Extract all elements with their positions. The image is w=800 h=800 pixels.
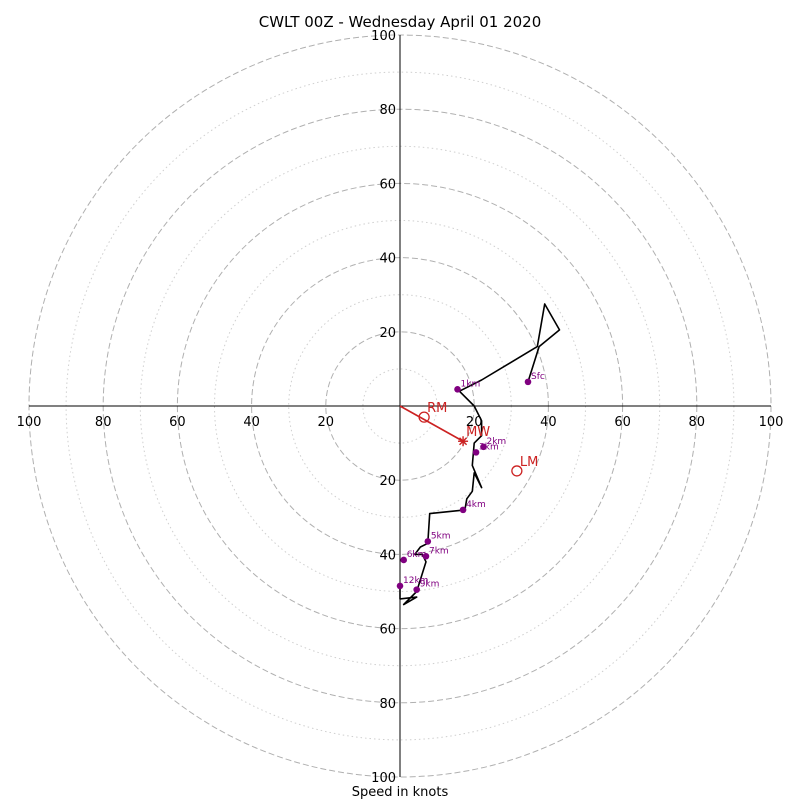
x-axis-label: Speed in knots [352, 785, 449, 800]
x-tick-label: 60 [169, 415, 186, 430]
x-tick-label: 60 [614, 415, 631, 430]
height-marker-12km [396, 582, 404, 590]
x-tick-label: 20 [318, 415, 335, 430]
motion-label-mw: MW [466, 425, 490, 440]
height-label-6km: 6km [407, 550, 427, 560]
y-tick-label: 40 [379, 548, 396, 563]
y-tick-label: 100 [371, 29, 396, 44]
x-tick-label: 100 [17, 415, 42, 430]
motion-marker-lm [511, 465, 523, 477]
y-tick-label: 80 [379, 103, 396, 118]
x-tick-label: 20 [466, 415, 483, 430]
y-tick-label: 60 [379, 623, 396, 638]
y-tick-label: 80 [379, 697, 396, 712]
x-tick-label: 100 [759, 415, 784, 430]
height-marker-3km [472, 449, 480, 456]
height-label-1km: 1km [461, 379, 481, 389]
height-label-3km: 3km [479, 442, 499, 452]
x-tick-label: 80 [689, 415, 706, 430]
height-marker-2km [480, 443, 487, 451]
height-marker-6km [400, 556, 408, 564]
height-marker-5km [424, 538, 432, 545]
height-marker-4km [459, 506, 467, 514]
y-tick-label: 20 [379, 474, 396, 489]
height-label-5km: 5km [431, 531, 451, 541]
storm-motion-markers: RM MW LM [399, 401, 538, 477]
motion-marker-mw [458, 436, 469, 447]
y-tick-label: 40 [379, 252, 396, 267]
tick-labels: 100 80 60 40 20 20 40 60 80 100 100 80 60 40 20 20 40 60 8… [17, 29, 784, 786]
y-tick-label: 20 [379, 326, 396, 341]
hodograph-trace [399, 303, 561, 606]
star-spoke [459, 437, 468, 446]
height-label-12km: 12km [403, 576, 428, 586]
y-tick-label: 60 [379, 177, 396, 192]
height-marker-1km [454, 386, 461, 393]
height-label-2km: 2km [486, 437, 506, 447]
height-label-sfc: Sfc [531, 372, 545, 382]
height-marker-7km [422, 552, 430, 560]
y-tick-label: 100 [371, 771, 396, 786]
height-label-4km: 4km [466, 500, 486, 510]
x-tick-label: 40 [540, 415, 557, 430]
chart-title: CWLT 00Z - Wednesday April 01 2020 [259, 13, 542, 31]
height-marker-sfc [524, 378, 532, 386]
shear-vector [399, 405, 464, 442]
motion-label-rm: RM [427, 401, 447, 416]
height-label-9km: 9km [420, 580, 440, 590]
x-tick-label: 80 [95, 415, 112, 430]
x-tick-label: 40 [243, 415, 260, 430]
height-label-7km: 7km [429, 546, 449, 556]
hodograph-line [399, 303, 561, 606]
motion-label-lm: LM [520, 455, 538, 470]
height-marker-9km [413, 586, 420, 593]
motion-marker-rm [418, 411, 430, 423]
